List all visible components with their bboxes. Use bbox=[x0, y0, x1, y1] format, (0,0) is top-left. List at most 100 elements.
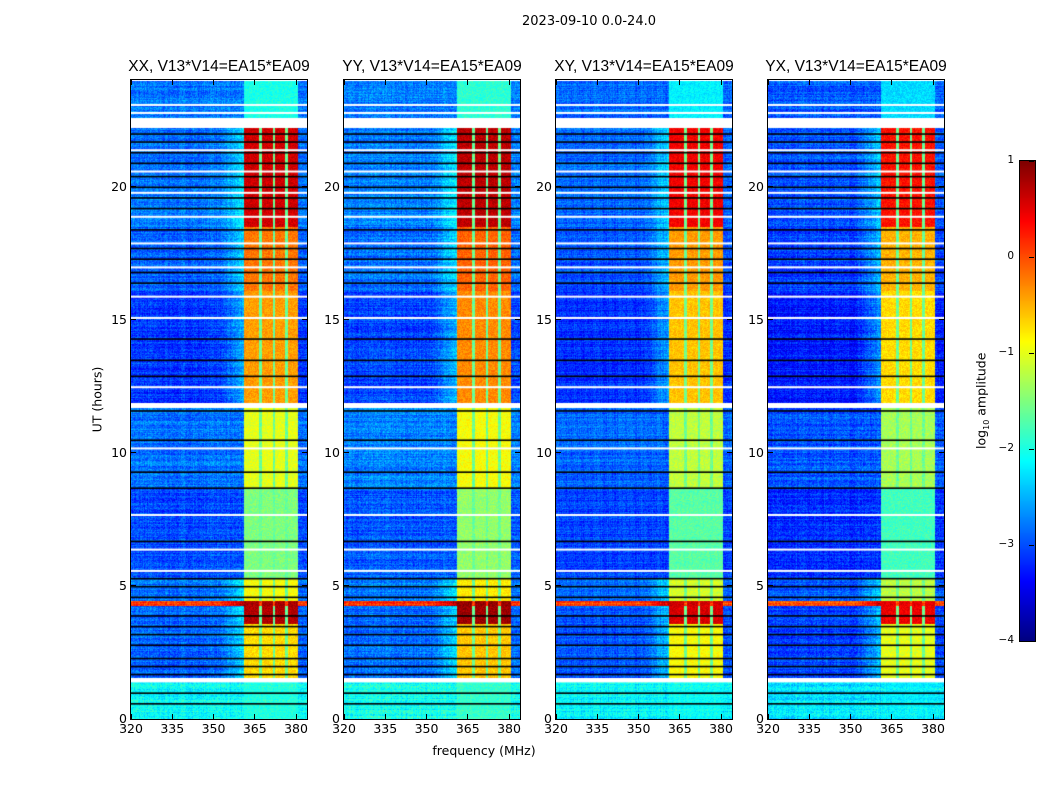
heatmap-image bbox=[131, 80, 307, 719]
colorbar-tick bbox=[1029, 545, 1034, 546]
y-tick-label: 10 bbox=[536, 444, 552, 460]
x-tick bbox=[254, 714, 256, 719]
x-tick bbox=[932, 714, 934, 719]
y-tick-label: 0 bbox=[332, 711, 340, 726]
colorbar-tick bbox=[1029, 353, 1034, 354]
y-tick bbox=[556, 718, 561, 720]
x-tick-label: 365 bbox=[455, 721, 480, 736]
y-tick-label: 10 bbox=[748, 444, 764, 460]
x-tick-label: 320 bbox=[119, 721, 143, 736]
y-tick bbox=[768, 718, 773, 720]
y-tick bbox=[727, 186, 732, 187]
x-tick-label: 380 bbox=[921, 721, 945, 736]
y-tick bbox=[768, 319, 773, 321]
y-tick bbox=[768, 452, 773, 454]
y-tick bbox=[515, 452, 520, 454]
x-tick-label: 350 bbox=[414, 721, 439, 736]
x-tick-label: 335 bbox=[373, 721, 398, 736]
y-tick bbox=[939, 452, 944, 454]
y-tick bbox=[556, 452, 561, 454]
x-tick bbox=[343, 80, 345, 85]
colorbar-tick-label: −2 bbox=[998, 442, 1014, 454]
x-tick bbox=[850, 80, 851, 85]
x-tick bbox=[213, 80, 214, 85]
x-tick-label: 320 bbox=[544, 721, 568, 736]
colorbar-tick bbox=[1029, 161, 1034, 162]
y-tick-label: 0 bbox=[544, 711, 552, 726]
x-tick bbox=[171, 714, 173, 719]
heatmap-panel-4: YX, V13*V14=EA15*EA09 320 335 350 365 380 0 5 10… bbox=[748, 58, 947, 736]
y-tick bbox=[768, 585, 773, 587]
x-tick-label: 380 bbox=[497, 721, 521, 736]
y-tick bbox=[556, 186, 561, 187]
y-tick-label: 0 bbox=[119, 711, 127, 726]
x-tick bbox=[384, 80, 386, 85]
y-tick-label: 20 bbox=[324, 178, 340, 194]
colorbar-tick-label: 0 bbox=[1007, 250, 1014, 262]
y-tick bbox=[727, 718, 732, 720]
y-tick bbox=[515, 319, 520, 321]
y-tick-label: 0 bbox=[756, 711, 764, 726]
x-tick-label: 350 bbox=[201, 721, 226, 736]
x-tick bbox=[638, 80, 639, 85]
colorbar-tick-label: −3 bbox=[998, 538, 1014, 550]
x-tick bbox=[679, 80, 681, 85]
y-tick bbox=[302, 319, 307, 321]
y-tick bbox=[302, 186, 307, 187]
x-tick bbox=[426, 80, 427, 85]
y-tick-label: 5 bbox=[332, 577, 340, 593]
x-tick-label: 365 bbox=[242, 721, 267, 736]
panel-title: XX, V13*V14=EA15*EA09 bbox=[128, 58, 310, 75]
colorbar-tick bbox=[1029, 257, 1034, 258]
y-tick-label: 10 bbox=[324, 444, 340, 460]
y-tick bbox=[344, 452, 349, 454]
x-tick-label: 335 bbox=[160, 721, 185, 736]
x-tick bbox=[891, 714, 893, 719]
x-tick-label: 350 bbox=[626, 721, 651, 736]
x-tick bbox=[467, 80, 469, 85]
x-tick bbox=[508, 714, 510, 719]
x-tick bbox=[426, 714, 427, 719]
x-tick bbox=[130, 80, 132, 85]
panel-title: XY, V13*V14=EA15*EA09 bbox=[554, 58, 734, 75]
colorbar-tick bbox=[1029, 449, 1034, 450]
x-tick-label: 320 bbox=[332, 721, 356, 736]
y-tick bbox=[727, 452, 732, 454]
y-tick-label: 20 bbox=[111, 178, 127, 194]
heatmap-image bbox=[556, 80, 732, 719]
y-tick bbox=[131, 718, 136, 720]
y-tick bbox=[302, 452, 307, 454]
x-tick-label: 335 bbox=[797, 721, 822, 736]
y-tick bbox=[939, 186, 944, 187]
y-tick bbox=[131, 186, 136, 187]
x-tick bbox=[508, 80, 510, 85]
y-tick-label: 20 bbox=[748, 178, 764, 194]
x-tick bbox=[213, 714, 214, 719]
y-tick bbox=[131, 452, 136, 454]
x-axis-label: frequency (MHz) bbox=[432, 743, 536, 758]
x-tick bbox=[596, 80, 598, 85]
heatmap-image bbox=[768, 80, 944, 719]
y-tick-label: 5 bbox=[756, 577, 764, 593]
y-tick-label: 10 bbox=[111, 444, 127, 460]
y-tick-label: 5 bbox=[544, 577, 552, 593]
y-tick bbox=[344, 585, 349, 587]
y-tick bbox=[131, 585, 136, 587]
colorbar-tick-label: −4 bbox=[998, 634, 1014, 646]
x-tick-label: 320 bbox=[756, 721, 780, 736]
y-tick bbox=[727, 319, 732, 321]
y-tick bbox=[939, 718, 944, 720]
x-tick bbox=[384, 714, 386, 719]
x-tick bbox=[555, 714, 557, 719]
y-tick bbox=[939, 585, 944, 587]
y-tick bbox=[302, 585, 307, 587]
colorbar-tick bbox=[1029, 641, 1034, 642]
colorbar bbox=[1019, 160, 1036, 642]
x-tick bbox=[808, 714, 810, 719]
y-tick bbox=[556, 319, 561, 321]
x-tick bbox=[720, 714, 722, 719]
y-tick bbox=[939, 319, 944, 321]
y-tick bbox=[727, 585, 732, 587]
y-tick-label: 15 bbox=[536, 311, 552, 327]
x-tick bbox=[467, 714, 469, 719]
